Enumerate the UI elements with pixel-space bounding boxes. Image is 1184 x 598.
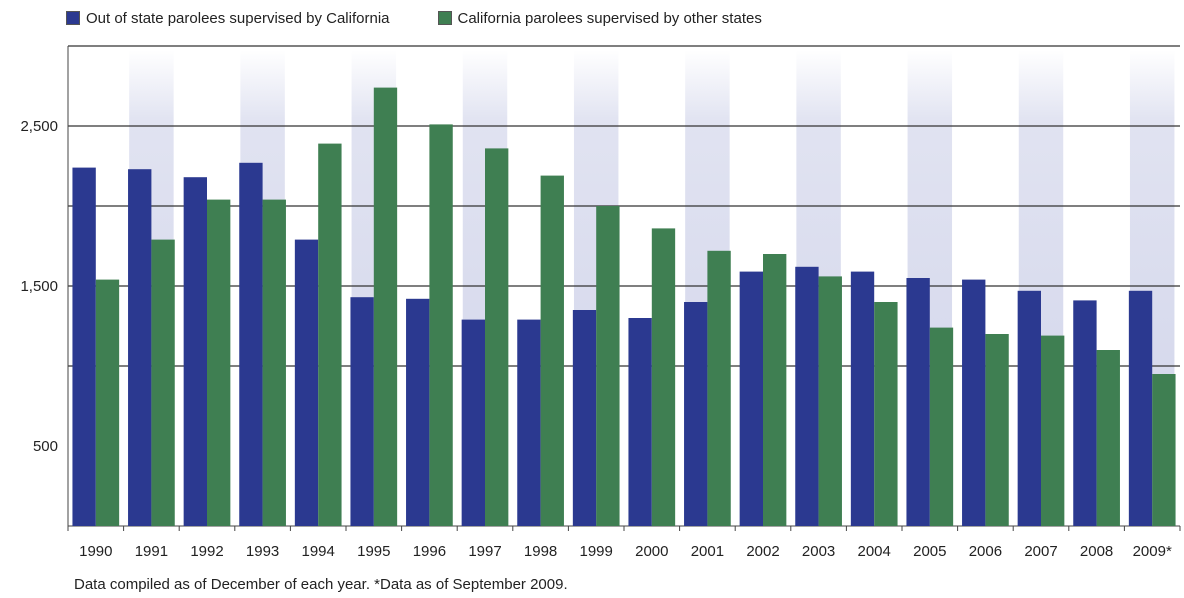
y-tick-label: 1,500 [20,278,58,295]
footnote: Data compiled as of December of each yea… [74,576,568,593]
bar-out-of-state [850,271,875,526]
y-tick-label: 500 [33,438,58,455]
x-tick-label: 2004 [858,543,891,560]
bar-out-of-state [406,298,430,526]
x-tick-label: 2000 [635,543,668,560]
bar-other-states [818,276,842,526]
bar-other-states [151,239,175,526]
bar-other-states [540,175,564,526]
x-tick-labels: 1990 1991 1992 1993 1994 1995 1996 1997 1998 1999… [79,543,1172,560]
bar-out-of-state [739,271,763,526]
bar-out-of-state [350,297,374,526]
x-tick-label: 2007 [1024,543,1057,560]
bar-other-states [1152,374,1176,526]
legend-label-other-states: California parolees supervised by other … [457,9,762,27]
x-tick-label: 1996 [413,543,446,560]
bar-other-states [262,199,286,526]
x-tick-label: 2009* [1133,543,1172,560]
bar-other-states [1096,350,1120,526]
bar-out-of-state [517,319,541,526]
bar-out-of-state [128,169,152,526]
x-tick-label: 1990 [79,543,112,560]
x-tick-label: 1994 [302,543,335,560]
bar-out-of-state [461,319,485,526]
x-tick-label: 1997 [468,543,501,560]
bar-other-states [929,327,954,526]
bar-out-of-state [572,310,597,526]
bar-out-of-state [72,167,96,526]
bar-out-of-state [1073,300,1097,526]
legend-item-out-of-state: Out of state parolees supervised by Cali… [66,10,390,27]
bar-other-states [874,302,898,526]
bar-out-of-state [239,162,263,527]
bar-out-of-state [628,318,652,526]
bar-out-of-state [1128,290,1153,526]
bar-other-states [763,254,787,526]
x-tick-label: 1995 [357,543,390,560]
bar-other-states [318,143,342,526]
x-tick-label: 2001 [691,543,724,560]
bar-out-of-state [183,177,207,526]
y-tick-labels: 500 1,500 2,500 [20,118,58,455]
bar-out-of-state [294,239,319,526]
bar-other-states [207,199,231,526]
x-tick-label: 2005 [913,543,946,560]
gridlines [68,45,1180,367]
bar-other-states [1041,335,1065,526]
x-tick-label: 1998 [524,543,557,560]
bar-out-of-state [684,302,708,526]
x-tick-label: 1991 [135,543,168,560]
legend-swatch-other-states [437,11,452,25]
bar-other-states [485,148,509,526]
x-tick-label: 2006 [969,543,1002,560]
legend-label-out-of-state: Out of state parolees supervised by Cali… [86,9,390,27]
legend-item-other-states: California parolees supervised by other … [437,9,762,27]
bar-out-of-state [1017,290,1041,526]
bar-other-states [596,206,620,526]
bar-out-of-state [906,278,930,526]
bar-other-states [651,228,676,526]
y-tick-label: 2,500 [20,118,58,135]
x-tick-label: 2003 [802,543,835,560]
x-tick-label: 1999 [580,543,613,560]
axes [67,46,1181,531]
legend-swatch-out-of-state [66,11,80,25]
x-tick-label: 1992 [190,543,223,560]
bar-other-states [429,124,453,527]
x-tick-label: 1993 [246,543,279,560]
bar-other-states [95,279,120,526]
bar-other-states [707,250,731,527]
x-tick-label: 2002 [746,543,779,560]
bar-out-of-state [962,279,986,526]
bar-other-states [373,87,398,526]
bar-out-of-state [795,266,819,526]
bar-other-states [985,334,1009,526]
bars [72,87,1176,527]
legend: Out of state parolees supervised by Cali… [66,6,810,30]
x-tick-label: 2008 [1080,543,1113,560]
